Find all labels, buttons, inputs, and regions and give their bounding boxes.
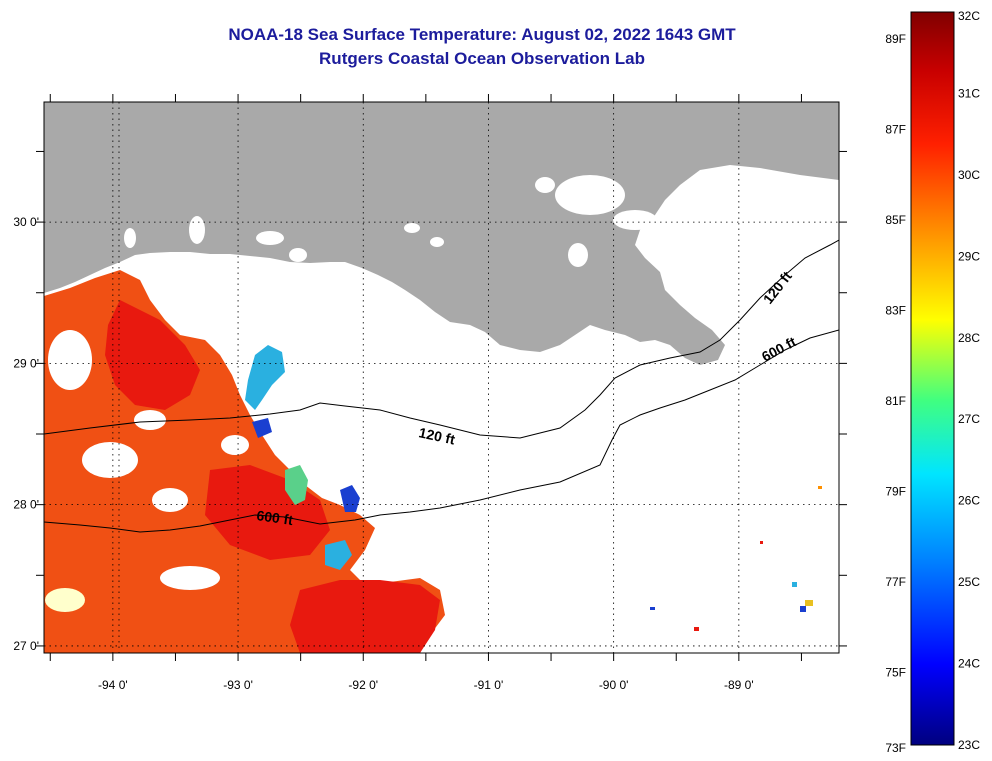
colorbar-celsius-label: 23C (958, 738, 980, 752)
grand-lake (289, 248, 307, 262)
sst-speck-5 (694, 627, 699, 631)
lake-calcasieu (189, 216, 205, 244)
colorbar-celsius-label: 30C (958, 168, 980, 182)
cloud-patch-3 (152, 488, 188, 512)
lon-tick-label: -92 0' (348, 678, 378, 692)
sst-hot-patch-2 (290, 580, 440, 653)
cloud-patch-4 (160, 566, 220, 590)
sst-speck-4 (800, 606, 806, 612)
white-lake (256, 231, 284, 245)
sst-cool-edge-3 (340, 485, 360, 512)
sst-speck-3 (805, 600, 813, 606)
sabine-lake (124, 228, 136, 248)
colorbar-labels: 32C 31C 30C 29C 28C 27C 26C 25C 24C 23C 89F 87F 85F 8… (885, 9, 980, 755)
lon-tick-label: -89 0' (724, 678, 754, 692)
inland-lake-2 (430, 237, 444, 247)
colorbar-fahrenheit-label: 77F (885, 575, 906, 589)
axis-ticks: -94 0' -93 0' -92 0' -91 0' -90 0' -89 0' 30 0… (13, 94, 847, 692)
lat-tick-label: 30 0' (13, 215, 39, 229)
sst-cool-edge-1 (245, 345, 285, 410)
colorbar-celsius-label: 32C (958, 9, 980, 23)
inland-lake-3 (568, 243, 588, 267)
contour-120ft (44, 239, 839, 439)
sst-speck-2 (792, 582, 797, 587)
colorbar-celsius-label: 27C (958, 412, 980, 426)
sst-speck-1 (818, 486, 822, 489)
colorbar-fahrenheit-label: 79F (885, 485, 906, 499)
map-subtitle: Rutgers Coastal Ocean Observation Lab (319, 49, 645, 68)
lake-maurepas (535, 177, 555, 193)
lon-tick-label: -93 0' (223, 678, 253, 692)
colorbar-fahrenheit-label: 83F (885, 304, 906, 318)
map-frame (43, 101, 840, 654)
colorbar-fahrenheit-label: 81F (885, 394, 906, 408)
colorbar-fahrenheit-label: 89F (885, 32, 906, 46)
breton-sound (671, 240, 699, 280)
lat-tick-label: 28 0' (13, 498, 39, 512)
lon-tick-label: -91 0' (474, 678, 504, 692)
cloud-patch-6 (45, 588, 85, 612)
lat-tick-label: 27 0' (13, 639, 39, 653)
grid-lines (44, 102, 839, 653)
sst-hot-patch-1 (105, 300, 200, 410)
contour-600ft (44, 329, 839, 533)
contour-label-600ft-west: 600 ft (256, 507, 295, 528)
sst-speck-7 (760, 541, 763, 544)
inland-lake-1 (404, 223, 420, 233)
lake-pontchartrain (555, 175, 625, 215)
sst-cool-edge-4 (325, 540, 352, 570)
colorbar-fahrenheit-label: 73F (885, 741, 906, 755)
lon-tick-label: -90 0' (599, 678, 629, 692)
lat-tick-label: 29 0' (13, 356, 39, 370)
cloud-patch-7 (134, 410, 166, 430)
cloud-patch-2 (82, 442, 138, 478)
colorbar-celsius-label: 24C (958, 657, 980, 671)
colorbar (910, 11, 955, 746)
colorbar-fahrenheit-label: 85F (885, 213, 906, 227)
lon-tick-label: -94 0' (98, 678, 128, 692)
colorbar-fahrenheit-label: 75F (885, 666, 906, 680)
colorbar-fahrenheit-label: 87F (885, 123, 906, 137)
cloud-patch-5 (221, 435, 249, 455)
map-title: NOAA-18 Sea Surface Temperature: August … (228, 25, 736, 44)
colorbar-celsius-label: 31C (958, 86, 980, 100)
land-mass (44, 102, 839, 365)
colorbar-celsius-label: 28C (958, 331, 980, 345)
colorbar-celsius-label: 25C (958, 575, 980, 589)
sst-cool-edge-5 (252, 418, 272, 438)
colorbar-celsius-label: 26C (958, 494, 980, 508)
colorbar-celsius-label: 29C (958, 249, 980, 263)
sst-speck-6 (650, 607, 655, 610)
lake-borgne (613, 210, 657, 230)
sst-cool-edge-2 (285, 465, 308, 505)
cloud-patch-1 (48, 330, 92, 390)
contour-label-120ft-mid: 120 ft (417, 424, 456, 447)
